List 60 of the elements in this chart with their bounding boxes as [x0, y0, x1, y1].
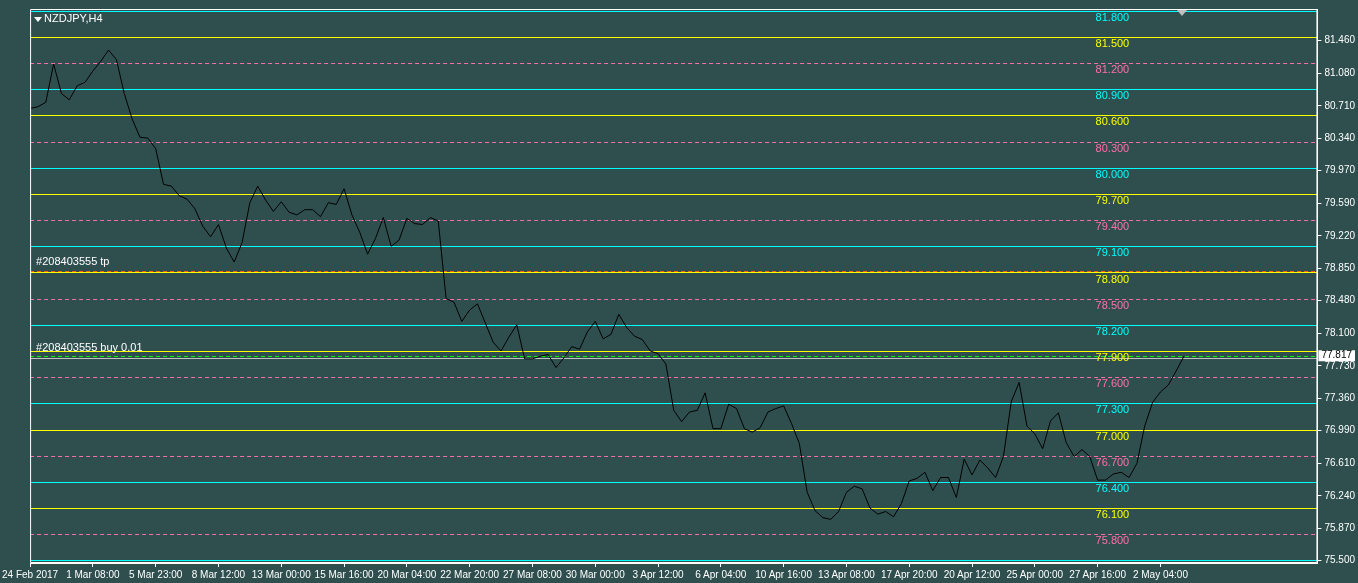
- x-tick-label: 6 Apr 04:00: [695, 568, 747, 580]
- x-tick-label: 27 Apr 16:00: [1069, 568, 1127, 580]
- y-tick-label: 79.970: [1324, 164, 1356, 176]
- x-tick-label: 2 May 04:00: [1132, 568, 1189, 580]
- annotation: #208403555 buy 0.01: [36, 340, 143, 353]
- x-tick-label: 13 Apr 08:00: [818, 568, 876, 580]
- ref-line-label: 79.700: [1095, 193, 1130, 206]
- y-tick-label: 75.500: [1324, 554, 1356, 566]
- x-tick-label: 17 Apr 20:00: [880, 568, 939, 580]
- ref-line-label: 75.800: [1095, 534, 1130, 547]
- y-tick-label: 79.590: [1324, 197, 1356, 209]
- x-tick-label: 8 Mar 12:00: [191, 568, 246, 580]
- ref-line-label: 77.817: [1321, 349, 1353, 361]
- y-tick-label: 81.460: [1324, 34, 1356, 46]
- ref-line-label: 76.400: [1095, 481, 1130, 494]
- ref-line-label: 81.800: [1095, 10, 1130, 23]
- x-tick-label: 24 Feb 2017: [1, 568, 59, 580]
- ref-line-label: 76.700: [1095, 455, 1130, 468]
- ref-line-label: 80.300: [1095, 141, 1130, 154]
- annotation: #208403555 tp: [36, 255, 110, 268]
- y-tick-label: 81.080: [1324, 67, 1356, 79]
- y-tick-label: 78.480: [1324, 294, 1356, 306]
- y-tick-label: 78.100: [1324, 327, 1356, 339]
- ref-line-label: 80.600: [1095, 115, 1130, 128]
- ref-line-label: 76.100: [1095, 508, 1130, 521]
- y-tick-label: 76.990: [1324, 424, 1356, 436]
- x-tick-label: 15 Mar 16:00: [314, 568, 374, 580]
- x-tick-label: 30 Mar 00:00: [565, 568, 626, 580]
- y-tick-label: 80.340: [1324, 131, 1356, 143]
- x-tick-label: 3 Apr 12:00: [632, 568, 685, 580]
- ref-line-label: 78.200: [1095, 324, 1130, 337]
- y-tick-label: 78.850: [1324, 261, 1356, 273]
- ref-line-label: 80.000: [1095, 167, 1130, 180]
- x-tick-label: 27 Mar 08:00: [502, 568, 563, 580]
- ref-line-label: 80.900: [1095, 89, 1130, 102]
- y-tick-label: 75.870: [1324, 521, 1356, 533]
- x-tick-label: 22 Mar 20:00: [440, 568, 500, 580]
- ref-line-label: 79.100: [1095, 246, 1130, 259]
- ref-line-label: 77.300: [1095, 403, 1130, 416]
- ref-line-label: 81.200: [1095, 63, 1130, 76]
- x-tick-label: 1 Mar 08:00: [66, 568, 120, 580]
- y-tick-label: 77.360: [1324, 391, 1356, 403]
- x-tick-label: 25 Apr 00:00: [1006, 568, 1064, 580]
- x-tick-label: 13 Mar 00:00: [251, 568, 312, 580]
- x-tick-label: 20 Apr 12:00: [943, 568, 1001, 580]
- ref-line-label: 77.000: [1095, 429, 1130, 442]
- ref-line-label: 79.400: [1095, 220, 1130, 233]
- y-tick-label: 76.240: [1324, 489, 1356, 501]
- chart-title: NZDJPY,H4: [44, 12, 103, 25]
- y-tick-label: 80.710: [1324, 99, 1356, 111]
- y-tick-label: 76.610: [1324, 457, 1356, 469]
- ref-line-label: 77.600: [1095, 377, 1130, 390]
- y-tick-label: 77.730: [1324, 359, 1356, 371]
- ref-line-label: 78.800: [1095, 272, 1130, 285]
- ref-line-label: 78.500: [1095, 298, 1130, 311]
- ref-line-label: 81.500: [1095, 36, 1130, 49]
- x-tick-label: 10 Apr 16:00: [755, 568, 813, 580]
- y-tick-label: 79.220: [1324, 229, 1356, 241]
- x-tick-label: 20 Mar 04:00: [377, 568, 437, 580]
- x-tick-label: 5 Mar 23:00: [128, 568, 183, 580]
